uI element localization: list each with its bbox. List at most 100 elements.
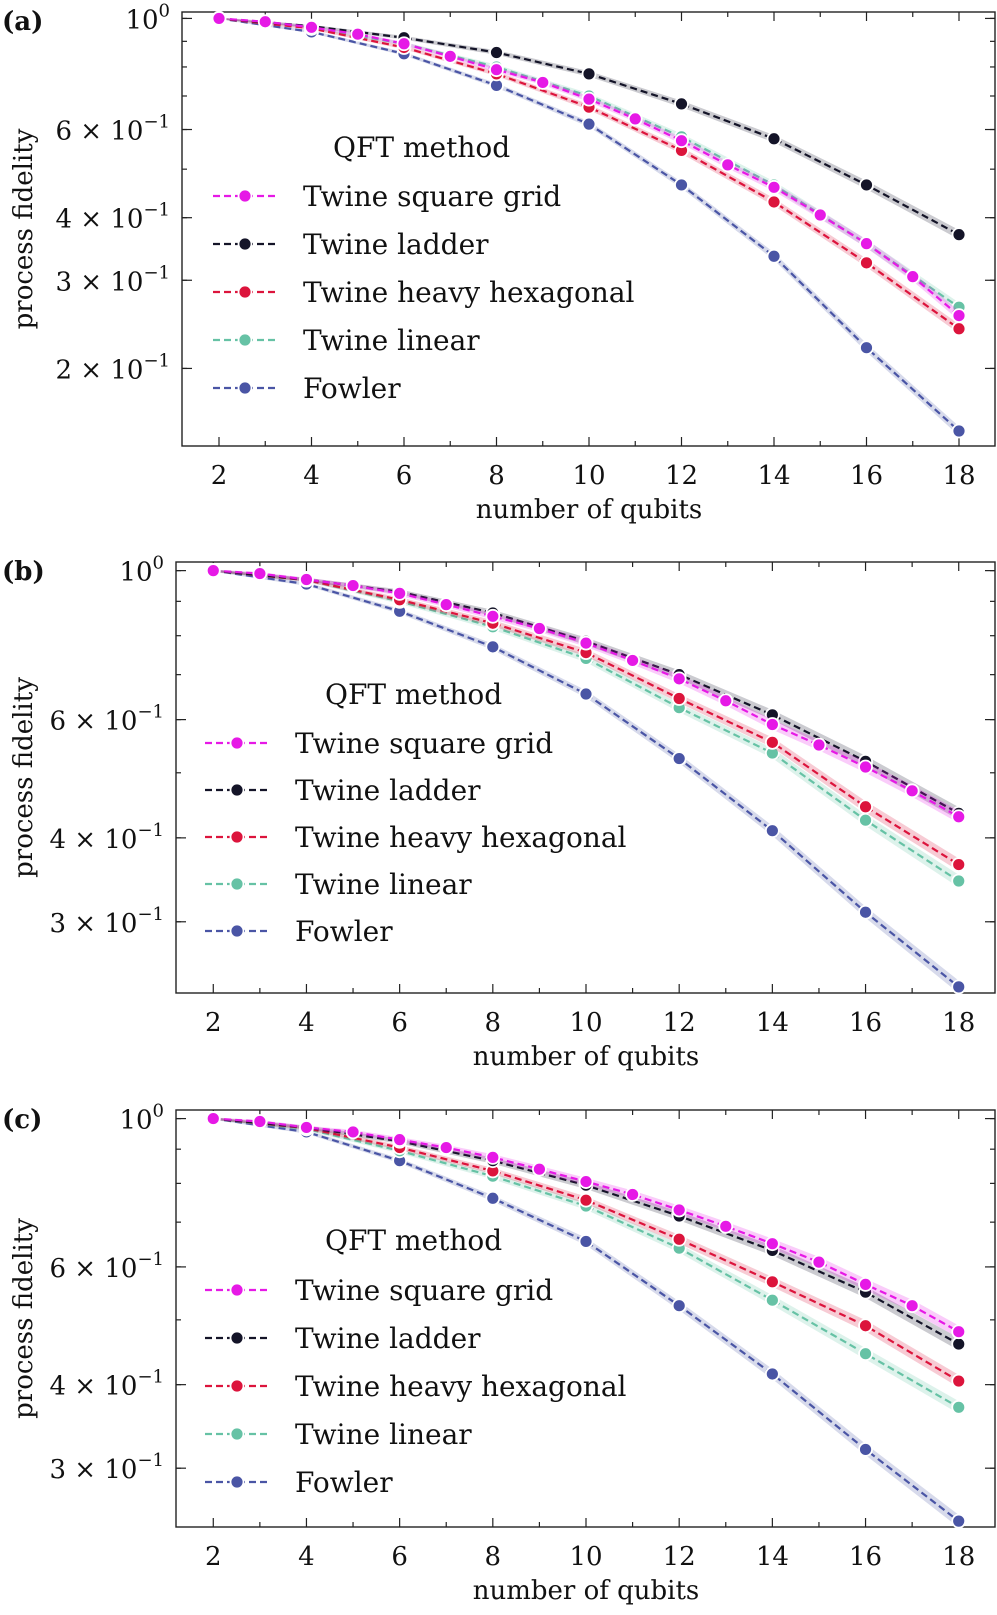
x-axis-label: number of qubits	[473, 1576, 700, 1606]
legend-label: Twine ladder	[295, 774, 481, 807]
y-tick-exponent: −1	[137, 1367, 164, 1388]
legend-title: QFT method	[325, 678, 502, 711]
y-tick-label: 6 × 10−1	[50, 702, 165, 737]
data-point	[485, 639, 501, 655]
legend-swatch-marker	[229, 1378, 245, 1394]
data-point	[625, 1187, 640, 1202]
data-point	[671, 1231, 687, 1247]
data-point	[951, 979, 967, 995]
data-point	[299, 572, 314, 587]
x-tick-label: 4	[298, 1542, 315, 1572]
x-tick-label: 12	[665, 461, 698, 491]
data-point	[535, 75, 551, 90]
series-line	[213, 1117, 960, 1382]
data-point	[858, 1276, 873, 1292]
x-tick-label: 14	[756, 1008, 789, 1038]
y-tick-label: 6 × 10−1	[56, 112, 171, 147]
y-tick-exponent: −1	[137, 1450, 164, 1471]
data-point	[252, 1114, 268, 1129]
data-point	[532, 1161, 547, 1177]
x-tick-label: 16	[849, 1542, 882, 1572]
data-point	[858, 759, 873, 775]
y-tick-mantissa: 6 × 10	[50, 707, 138, 737]
confidence-band	[219, 17, 959, 312]
y-tick-exponent: −1	[143, 200, 170, 221]
legend-title: QFT method	[333, 131, 510, 164]
x-tick-label: 14	[757, 461, 790, 491]
data-point	[858, 812, 873, 828]
y-tick-mantissa: 10	[119, 1106, 152, 1136]
y-tick-exponent: −1	[143, 350, 170, 371]
data-point	[766, 179, 782, 195]
legend-label: Twine linear	[295, 868, 472, 901]
legend-swatch-marker	[229, 1282, 245, 1298]
legend-item: Twine linear	[205, 868, 472, 901]
data-point	[345, 1124, 361, 1140]
legend-label: Twine linear	[303, 324, 480, 357]
data-point	[205, 563, 221, 579]
x-tick-label: 2	[211, 461, 228, 491]
data-point	[438, 1140, 454, 1155]
data-point	[951, 227, 967, 243]
legend-label: Twine square grid	[303, 180, 561, 213]
data-point	[581, 91, 597, 107]
data-point	[627, 111, 643, 127]
data-point	[812, 207, 828, 223]
x-tick-label: 8	[488, 461, 505, 491]
data-point	[859, 236, 874, 252]
series-line	[218, 17, 960, 330]
x-tick-label: 16	[849, 1008, 882, 1038]
x-tick-label: 18	[942, 461, 975, 491]
y-tick-exponent: −1	[137, 820, 164, 841]
x-tick-label: 14	[756, 1542, 789, 1572]
data-point	[304, 19, 319, 35]
data-point	[764, 1274, 780, 1290]
y-tick-label: 100	[119, 553, 164, 588]
legend-label: Twine heavy hexagonal	[295, 821, 627, 854]
y-tick-exponent: −1	[137, 702, 164, 723]
legend-swatch-marker	[229, 829, 245, 845]
x-tick-label: 16	[850, 461, 883, 491]
legend-swatch-marker	[237, 188, 253, 204]
data-point	[951, 1373, 967, 1389]
x-tick-label: 6	[396, 461, 413, 491]
data-point	[858, 799, 873, 815]
data-point	[578, 1174, 594, 1189]
legend-item: Twine ladder	[205, 774, 481, 807]
legend-swatch-marker	[237, 236, 253, 252]
data-point	[951, 423, 967, 439]
series-twine-square-grid	[205, 1111, 967, 1340]
data-point	[625, 653, 640, 668]
series-line	[213, 1117, 960, 1409]
legend-swatch-marker	[237, 380, 253, 396]
legend-swatch-marker	[229, 923, 245, 939]
data-point	[671, 1202, 687, 1218]
legend-item: Twine square grid	[205, 727, 553, 760]
legend-swatch-marker	[237, 284, 253, 300]
x-tick-label: 6	[391, 1008, 408, 1038]
legend-swatch-marker	[229, 876, 245, 892]
data-point	[532, 621, 547, 636]
y-tick-label: 4 × 10−1	[56, 200, 171, 235]
data-point	[674, 133, 689, 149]
data-point	[442, 48, 458, 64]
y-tick-mantissa: 3 × 10	[50, 1455, 138, 1485]
legend-swatch-marker	[237, 332, 253, 348]
legend-item: Fowler	[213, 372, 401, 405]
data-point	[489, 45, 504, 60]
data-point	[859, 340, 874, 356]
legend-label: Fowler	[295, 915, 393, 948]
y-tick-label: 100	[119, 1101, 164, 1136]
legend-item: Twine linear	[205, 1418, 472, 1451]
data-point	[951, 1399, 967, 1415]
legend-item: Twine linear	[213, 324, 480, 357]
y-tick-label: 3 × 10−1	[50, 1450, 165, 1485]
legend-item: Twine square grid	[205, 1274, 553, 1307]
legend-swatch-marker	[229, 1330, 245, 1346]
data-point	[764, 734, 780, 750]
data-point	[811, 1254, 827, 1270]
x-tick-label: 12	[663, 1008, 696, 1038]
data-point	[392, 1132, 408, 1148]
legend-label: Fowler	[303, 372, 401, 405]
y-tick-exponent: −1	[137, 904, 164, 925]
